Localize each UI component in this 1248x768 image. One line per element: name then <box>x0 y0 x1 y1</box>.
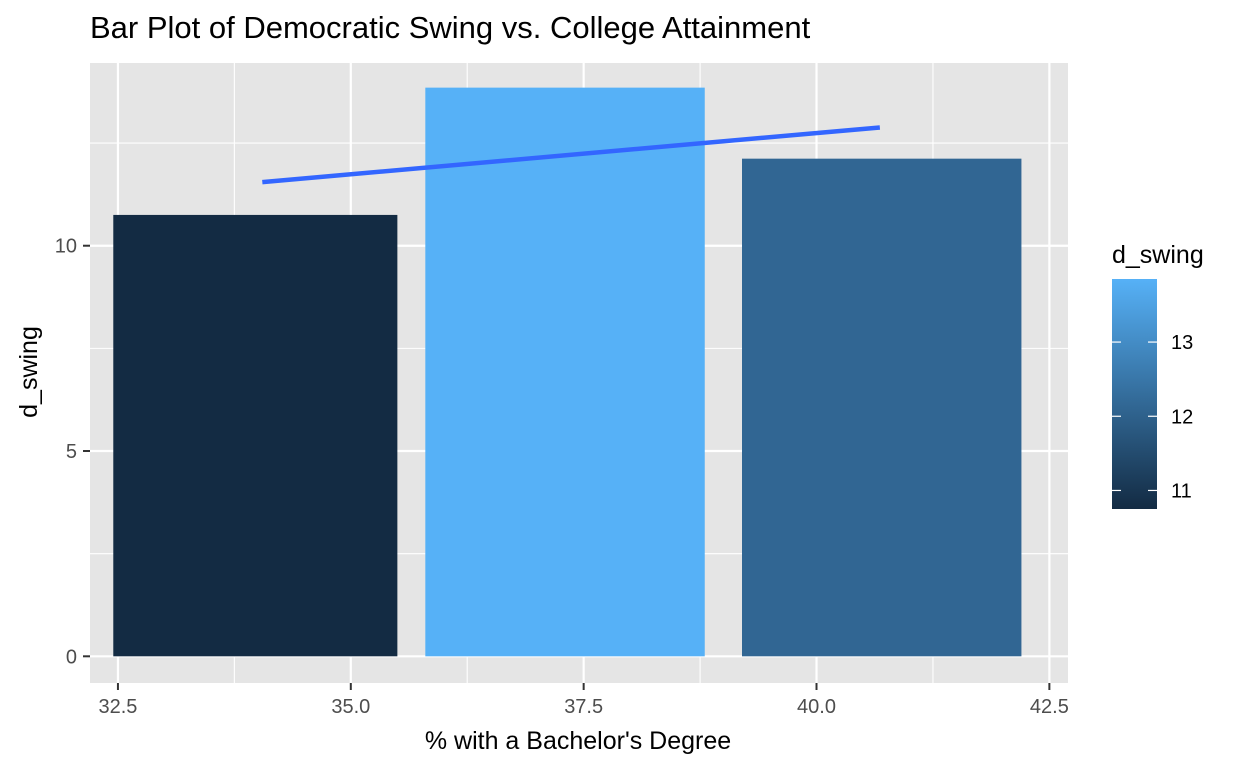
x-axis-title: % with a Bachelor's Degree <box>425 727 731 755</box>
x-tick-label: 37.5 <box>564 696 603 718</box>
legend-label: 13 <box>1171 332 1193 354</box>
x-tick-label: 35.0 <box>331 696 370 718</box>
y-tick-label: 5 <box>66 441 77 463</box>
bar <box>113 214 398 657</box>
bar <box>742 158 1022 657</box>
trend-line-group <box>262 125 881 185</box>
x-tick-label: 40.0 <box>797 696 836 718</box>
x-tick-label: 42.5 <box>1030 696 1069 718</box>
legend-colorbar <box>1112 279 1157 509</box>
x-tick-label: 32.5 <box>98 696 137 718</box>
y-axis-title: d_swing <box>15 326 43 418</box>
y-tick-label: 0 <box>66 646 77 668</box>
axes: 32.5 35.0 37.5 40.0 42.5 0 5 10 <box>55 236 1069 718</box>
legend-label: 12 <box>1171 406 1193 428</box>
legend-ticks: 11 12 13 <box>1112 332 1193 502</box>
y-tick-label: 10 <box>55 236 77 258</box>
legend-label: 11 <box>1171 480 1192 502</box>
chart-title: Bar Plot of Democratic Swing vs. College… <box>90 10 811 45</box>
color-legend: d_swing 11 12 13 <box>1112 241 1204 509</box>
legend-title: d_swing <box>1112 241 1204 269</box>
trend-line <box>262 125 881 185</box>
bar <box>425 87 705 657</box>
bars <box>113 87 1022 657</box>
